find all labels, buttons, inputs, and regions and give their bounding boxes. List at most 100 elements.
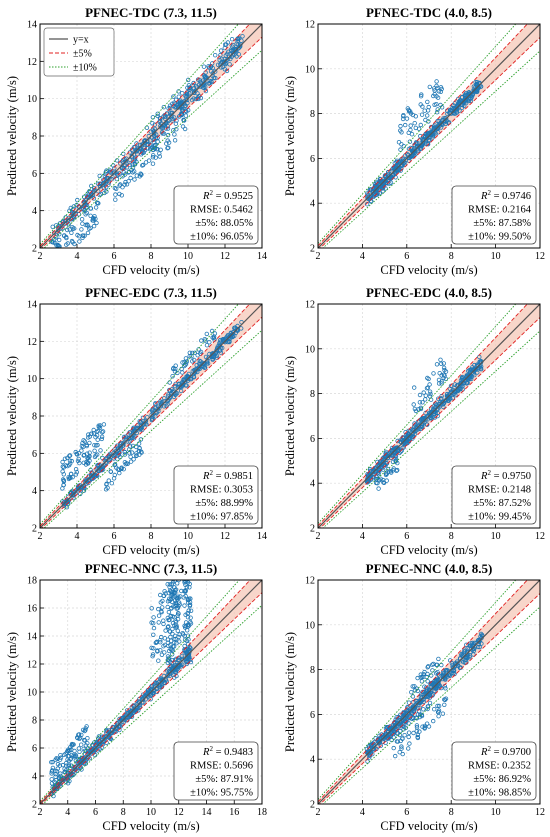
- y-tick-label: 4: [32, 486, 37, 497]
- data-point: [171, 94, 176, 99]
- data-point: [364, 201, 370, 207]
- data-point: [410, 434, 416, 439]
- data-point: [57, 231, 62, 237]
- data-point: [175, 616, 181, 622]
- data-point: [462, 98, 468, 103]
- line-plus10: [318, 304, 517, 524]
- data-point: [50, 768, 55, 773]
- data-point: [173, 603, 178, 609]
- x-axis-label: CFD velocity (m/s): [102, 543, 199, 557]
- data-point: [153, 402, 158, 407]
- data-point: [135, 423, 140, 428]
- data-point: [220, 337, 225, 342]
- data-point: [420, 724, 425, 729]
- stat-rmse: RMSE: 0.5696: [190, 761, 253, 772]
- data-point: [421, 699, 426, 704]
- data-point: [106, 478, 111, 483]
- line-identity: [318, 580, 540, 804]
- data-point: [163, 628, 168, 633]
- data-point: [91, 223, 97, 229]
- data-point: [53, 778, 59, 783]
- stats-box: R2 = 0.9525 RMSE: 0.5462 ±5%: 88.05% ±10%: …: [173, 185, 259, 245]
- data-point: [160, 598, 165, 604]
- data-point: [386, 169, 391, 175]
- data-point: [173, 590, 178, 595]
- data-point: [90, 215, 96, 221]
- data-point: [472, 88, 477, 93]
- data-point: [61, 479, 67, 484]
- x-axis-label: CFD velocity (m/s): [380, 543, 477, 557]
- data-point: [60, 486, 65, 491]
- data-point: [445, 111, 450, 116]
- y-tick-label: 12: [305, 576, 315, 587]
- data-point: [168, 638, 174, 643]
- data-point: [367, 755, 372, 760]
- data-point: [368, 744, 374, 749]
- stat-r2-symbol: R: [202, 747, 210, 758]
- y-tick-label: 6: [310, 154, 315, 165]
- data-point: [376, 486, 381, 491]
- data-point: [400, 751, 405, 757]
- y-tick-label: 6: [310, 434, 315, 445]
- data-point: [435, 404, 440, 409]
- data-point: [84, 194, 90, 200]
- plot-area: [318, 304, 540, 528]
- stat-r2-symbol: R: [480, 471, 488, 482]
- data-point: [49, 791, 54, 796]
- line-minus10: [43, 49, 262, 248]
- data-point: [439, 381, 444, 386]
- data-point: [209, 328, 215, 334]
- data-point: [403, 157, 408, 162]
- data-point: [396, 167, 401, 173]
- data-point: [55, 227, 61, 233]
- data-point: [395, 460, 400, 466]
- x-tick-label: 18: [257, 807, 267, 818]
- data-point: [205, 361, 211, 366]
- data-point: [95, 200, 100, 205]
- data-point: [434, 109, 440, 115]
- data-point: [203, 338, 208, 343]
- stat-rmse: RMSE: 0.3053: [190, 485, 253, 496]
- data-point: [53, 774, 58, 779]
- data-point: [374, 180, 379, 186]
- data-point: [187, 581, 192, 587]
- data-point: [425, 130, 430, 136]
- data-point: [406, 734, 411, 740]
- data-point: [444, 668, 450, 673]
- y-axis-label: Predicted velocity (m/s): [283, 76, 297, 196]
- data-point: [77, 239, 82, 244]
- data-point: [99, 430, 105, 435]
- stat-r2: R2 = 0.9746: [480, 189, 531, 202]
- data-point: [114, 171, 120, 176]
- chart-title: PFNEC-EDC (4.0, 8.5): [366, 285, 492, 300]
- data-point: [184, 359, 190, 364]
- data-point: [477, 638, 483, 643]
- y-tick-label: 10: [27, 688, 37, 699]
- data-point: [407, 741, 412, 746]
- data-point: [173, 363, 178, 368]
- data-point: [412, 431, 418, 436]
- data-point: [185, 624, 191, 629]
- data-point: [124, 461, 129, 466]
- data-point: [60, 459, 65, 465]
- data-point: [170, 366, 176, 372]
- data-point: [143, 418, 149, 423]
- data-point: [85, 194, 90, 199]
- data-point: [412, 705, 417, 710]
- data-point: [240, 34, 245, 39]
- data-point: [195, 91, 200, 96]
- data-point: [128, 444, 133, 449]
- data-point: [416, 147, 421, 153]
- data-point: [427, 410, 432, 416]
- data-point: [398, 738, 403, 744]
- data-point: [401, 445, 406, 450]
- data-point: [183, 620, 189, 625]
- data-point: [183, 97, 189, 103]
- data-point: [383, 471, 389, 476]
- data-point: [384, 478, 389, 483]
- stat-r2: R2 = 0.9483: [202, 745, 253, 758]
- stats-box-frame: [173, 465, 259, 525]
- data-point: [171, 604, 176, 609]
- x-tick-label: 10: [183, 531, 193, 542]
- data-point: [127, 157, 133, 163]
